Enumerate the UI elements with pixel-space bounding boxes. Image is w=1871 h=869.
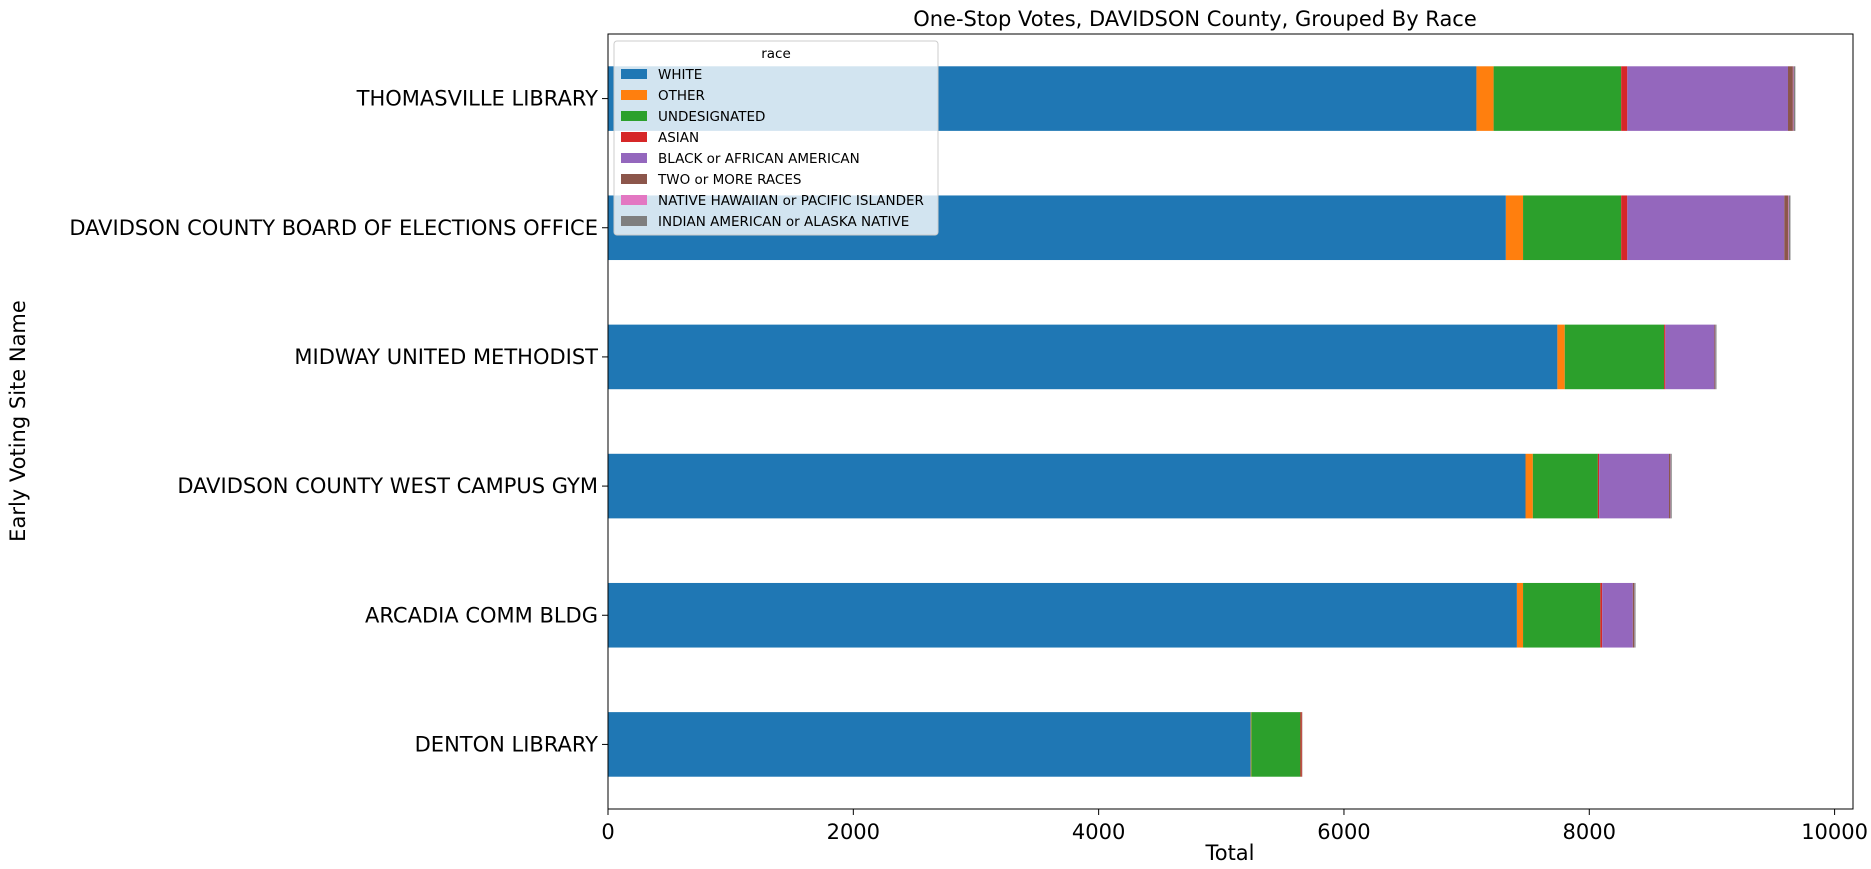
bar-undesignated-1 <box>1523 582 1601 648</box>
legend-box <box>613 40 939 236</box>
x-tick-label: 4000 <box>1072 820 1125 844</box>
y-tick-label: DAVIDSON COUNTY WEST CAMPUS GYM <box>177 474 598 498</box>
legend-swatch <box>621 174 647 184</box>
bar-asian-3 <box>1664 324 1666 390</box>
bar-other-3 <box>1557 324 1565 390</box>
bars-layer <box>608 66 1796 777</box>
x-tick-label: 6000 <box>1317 820 1370 844</box>
legend-entry: BLACK or AFRICAN AMERICAN <box>658 151 860 167</box>
legend-swatch <box>621 195 647 205</box>
x-tick-label: 0 <box>601 820 614 844</box>
x-axis: 0 2000 4000 6000 8000 10000 <box>601 809 1868 844</box>
legend-entry: NATIVE HAWAIIAN or PACIFIC ISLANDER <box>658 193 924 209</box>
bar-indian-american-or-alaska-native-1 <box>1634 582 1636 648</box>
bar-undesignated-2 <box>1532 453 1598 519</box>
bar-black-or-african-american-3 <box>1665 324 1715 390</box>
bar-other-0 <box>1250 712 1252 777</box>
bar-other-5 <box>1476 66 1494 131</box>
legend-title: race <box>761 46 791 62</box>
x-axis-title: Total <box>1204 841 1254 865</box>
legend-entry: WHITE <box>658 67 702 83</box>
y-tick-label: DAVIDSON COUNTY BOARD OF ELECTIONS OFFIC… <box>69 216 598 240</box>
bar-undesignated-0 <box>1251 712 1301 777</box>
bar-white-2 <box>608 453 1526 519</box>
legend-swatch <box>621 132 647 142</box>
bar-black-or-african-american-5 <box>1627 66 1788 131</box>
y-tick-label: MIDWAY UNITED METHODIST <box>294 345 598 369</box>
y-tick-label: THOMASVILLE LIBRARY <box>356 87 599 111</box>
chart-title: One-Stop Votes, DAVIDSON County, Grouped… <box>913 7 1477 31</box>
bar-asian-5 <box>1621 66 1628 131</box>
legend-entry: UNDESIGNATED <box>658 109 765 125</box>
bar-two-or-more-races-3 <box>1714 324 1716 390</box>
bar-other-1 <box>1516 582 1524 648</box>
bar-asian-2 <box>1597 453 1600 519</box>
bar-white-0 <box>608 712 1251 777</box>
bar-black-or-african-american-1 <box>1602 582 1633 648</box>
bar-two-or-more-races-1 <box>1632 582 1635 648</box>
bar-indian-american-or-alaska-native-5 <box>1793 66 1796 131</box>
y-axis: DENTON LIBRARY ARCADIA COMM BLDG DAVIDSON … <box>69 87 608 756</box>
bar-native-hawaiian-or-pacific-islander-5 <box>1792 66 1794 131</box>
bar-two-or-more-races-5 <box>1787 66 1793 131</box>
bar-undesignated-5 <box>1493 66 1622 131</box>
legend-swatch <box>621 90 647 100</box>
bar-asian-4 <box>1621 195 1628 261</box>
legend: race WHITE OTHER UNDESIGNATED ASIAN BLACK or … <box>613 40 939 236</box>
bar-undesignated-3 <box>1564 324 1665 390</box>
bar-asian-0 <box>1300 712 1302 777</box>
legend-swatch <box>621 153 647 163</box>
legend-entry: OTHER <box>658 88 705 104</box>
y-tick-label: ARCADIA COMM BLDG <box>365 603 598 627</box>
bar-black-or-african-american-2 <box>1599 453 1670 519</box>
bar-asian-1 <box>1600 582 1603 648</box>
legend-entry: INDIAN AMERICAN or ALASKA NATIVE <box>658 214 909 230</box>
y-axis-title: Early Voting Site Name <box>6 300 30 542</box>
x-tick-label: 2000 <box>827 820 880 844</box>
bar-two-or-more-races-2 <box>1669 453 1671 519</box>
legend-swatch <box>621 111 647 121</box>
legend-swatch <box>621 216 647 226</box>
bar-white-1 <box>608 582 1517 648</box>
bar-indian-american-or-alaska-native-2 <box>1670 453 1672 519</box>
bar-two-or-more-races-0 <box>1301 712 1303 777</box>
bar-indian-american-or-alaska-native-4 <box>1788 195 1791 261</box>
bar-white-3 <box>608 324 1558 390</box>
bar-other-2 <box>1525 453 1533 519</box>
bar-black-or-african-american-4 <box>1627 195 1785 261</box>
y-tick-label: DENTON LIBRARY <box>415 732 599 756</box>
legend-swatch <box>621 69 647 79</box>
legend-entry: ASIAN <box>658 130 699 146</box>
bar-native-hawaiian-or-pacific-islander-4 <box>1787 195 1789 261</box>
bar-other-4 <box>1505 195 1524 261</box>
legend-entry: TWO or MORE RACES <box>657 172 801 188</box>
bar-undesignated-4 <box>1523 195 1622 261</box>
plot-frame <box>607 33 1854 810</box>
x-tick-label: 8000 <box>1563 820 1616 844</box>
bar-indian-american-or-alaska-native-3 <box>1715 324 1717 390</box>
bar-two-or-more-races-4 <box>1784 195 1788 261</box>
x-tick-label: 10000 <box>1801 820 1868 844</box>
